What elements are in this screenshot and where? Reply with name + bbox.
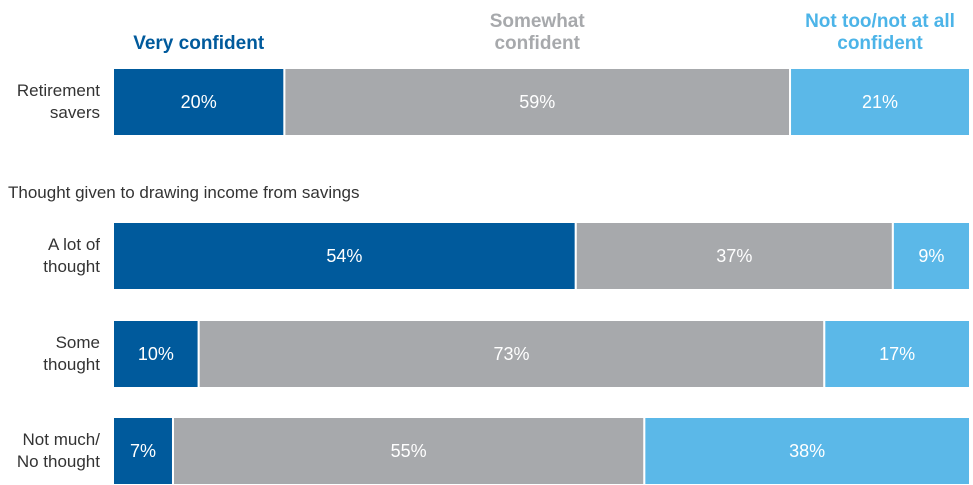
legend-label: Very confident [133,33,265,54]
category-label: Not much/ No thought [16,430,100,471]
bar-segment [643,416,972,485]
bar-segment [789,67,972,137]
section-title: Thought given to drawing income from sav… [8,183,360,202]
bar-segment [574,221,894,291]
legend-label: Somewhat confident [489,11,585,54]
category-label: Some thought [43,333,100,374]
bar-segment [197,319,826,389]
bar-segment [171,416,646,485]
category-label: Retirement savers [16,81,100,122]
bar-segment [112,67,286,137]
value-label: 17% [879,344,915,364]
bar-segment [891,221,971,291]
value-label: 54% [326,246,362,266]
category-label: A lot of thought [43,235,100,276]
value-label: 38% [789,441,825,461]
value-label: 37% [716,246,752,266]
value-label: 20% [181,92,217,112]
value-label: 55% [391,441,427,461]
value-label: 7% [130,441,156,461]
value-label: 59% [519,92,555,112]
bar-segment [283,67,792,137]
value-label: 21% [862,92,898,112]
value-label: 73% [493,344,529,364]
bar-segment [823,319,971,389]
bar-segment [112,319,200,389]
value-label: 9% [918,246,944,266]
legend-label: Not too/not at all confident [805,11,955,54]
value-label: 10% [138,344,174,364]
bar-segment [112,416,174,485]
